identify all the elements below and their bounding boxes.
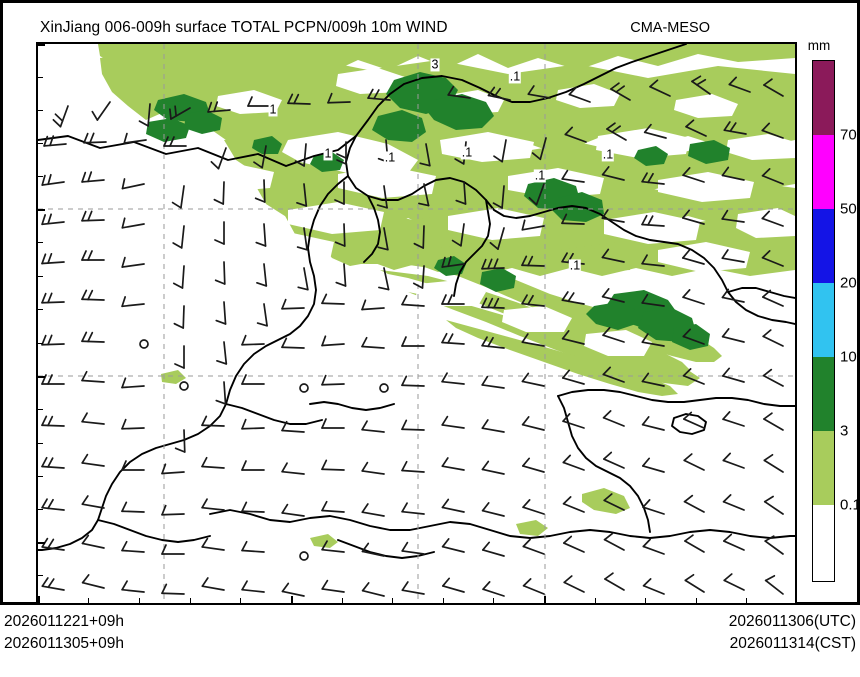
colorbar-tick-label: 0.1 <box>840 496 860 514</box>
colorbar-band-below-0.1 <box>813 505 834 581</box>
footer-init-time-local: 2026011305+09h <box>4 635 124 652</box>
map-canvas <box>38 44 795 603</box>
contour-label: .1 <box>383 150 397 165</box>
map-plot-area[interactable]: 3 .1 1 1 .1 .1 .1 .1 .1 50N 45N 40N <box>36 42 797 605</box>
colorbar-tick-label: 3 <box>840 422 849 440</box>
model-label: CMA-MESO <box>630 20 710 36</box>
contour-label: .1 <box>460 145 474 160</box>
map-borders <box>38 44 795 559</box>
colorbar-band-3-10 <box>813 357 834 431</box>
page-title: XinJiang 006-009h surface TOTAL PCPN/009… <box>40 19 448 36</box>
colorbar-band-0.1-3 <box>813 431 834 505</box>
contour-label: 1 <box>268 102 278 117</box>
map-gridlines <box>38 44 795 603</box>
footer-valid-time-utc: 2026011306(UTC) <box>728 613 856 630</box>
colorbar[interactable]: 70 50 20 10 3 0.1 <box>812 60 860 582</box>
contour-label: 1 <box>323 146 333 161</box>
colorbar-band-10-20 <box>813 283 834 357</box>
contour-label: .1 <box>533 168 547 183</box>
colorbar-unit-label: mm <box>807 38 831 53</box>
precip-shading-dark <box>146 72 730 350</box>
wind-barbs <box>41 75 784 597</box>
footer-init-time: 2026011221+09h <box>4 613 124 630</box>
contour-label: .1 <box>568 258 582 273</box>
colorbar-tick-label: 70 <box>840 126 857 144</box>
contour-label: 3 <box>430 57 440 72</box>
colorbar-band-70plus <box>813 61 834 135</box>
contour-label: .1 <box>508 69 522 84</box>
colorbar-tick-label: 20 <box>840 274 857 292</box>
colorbar-band-50-70 <box>813 135 834 209</box>
map-svg <box>38 44 795 603</box>
contour-label: .1 <box>601 147 615 162</box>
colorbar-tick-label: 50 <box>840 200 857 218</box>
footer-valid-time-cst: 2026011314(CST) <box>729 635 856 652</box>
colorbar-tick-label: 10 <box>840 348 857 366</box>
colorbar-band-20-50 <box>813 209 834 283</box>
